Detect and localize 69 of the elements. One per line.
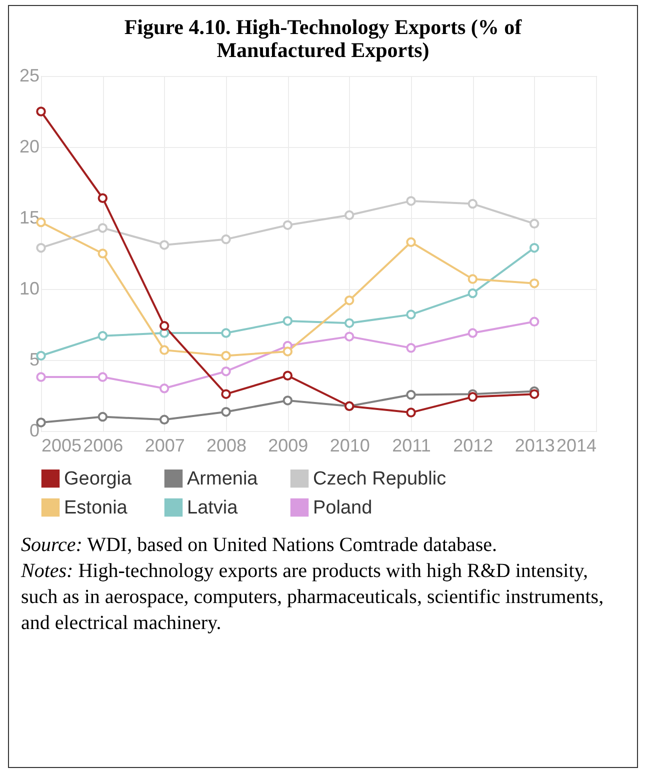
point [98, 248, 108, 258]
point [468, 198, 478, 209]
point [221, 366, 231, 376]
point [36, 242, 46, 253]
point [98, 372, 108, 382]
y-tick-label: 0 [29, 420, 40, 440]
point [344, 210, 354, 220]
point [406, 237, 416, 248]
legend-label: Estonia [64, 498, 128, 518]
point [282, 220, 293, 230]
point [529, 242, 540, 253]
point [159, 384, 170, 394]
point [36, 372, 46, 382]
point [221, 234, 231, 244]
point [406, 310, 416, 320]
point [221, 350, 231, 361]
point [468, 392, 478, 402]
point [529, 316, 540, 327]
point [468, 274, 478, 284]
point [159, 240, 170, 250]
point [282, 396, 293, 406]
chart-title: Figure 4.10. High-Technology Exports (% of Manufactured Exports) [123, 15, 523, 62]
legend-label: Georgia [64, 468, 132, 490]
point [221, 389, 231, 399]
x-tick-label: 2013 [514, 436, 555, 456]
x-tick-label: 2005 [42, 436, 82, 456]
point [159, 345, 170, 355]
point [406, 196, 416, 206]
x-tick-label: 2014 [556, 436, 596, 456]
legend-label: Armenia [187, 468, 258, 490]
text: Notes: High-technology exports are products with high R&D intensity, such as in aerospace, computers, pharmaceuticals, scientific instruments, and electrical machinery. [21, 559, 605, 636]
y-tick-label: 25 [19, 66, 40, 86]
point [159, 414, 170, 425]
point [98, 193, 108, 203]
x-tick-label: 2008 [206, 436, 247, 456]
point [529, 218, 540, 229]
x-tick-label: 2006 [83, 436, 124, 456]
point [344, 332, 354, 342]
point [468, 328, 478, 338]
point [406, 390, 416, 400]
x-tick-label: 2012 [453, 436, 494, 456]
point [221, 328, 231, 338]
point [221, 406, 231, 417]
point [282, 346, 293, 356]
point [406, 343, 416, 353]
x-tick-label: 2010 [330, 436, 370, 456]
point [98, 223, 108, 233]
y-tick-label: 20 [19, 136, 40, 156]
legend-label: Czech Republic [313, 468, 446, 490]
point [406, 408, 416, 418]
point [159, 321, 170, 331]
point [282, 370, 293, 380]
source-note: Source: WDI, based on United Nations Comtrade database. [21, 533, 498, 558]
point [98, 412, 108, 422]
point [36, 106, 46, 116]
y-tick-label: 5 [29, 350, 40, 370]
legend-label: Latvia [187, 498, 238, 518]
y-tick-label: 10 [19, 278, 40, 298]
x-tick-label: 2009 [268, 436, 308, 456]
x-tick-label: 2007 [144, 436, 185, 456]
point [98, 330, 108, 341]
x-tick-label: 2011 [392, 436, 431, 456]
point [344, 318, 354, 328]
legend-label: Poland [313, 498, 372, 518]
point [529, 389, 540, 399]
point [344, 295, 354, 306]
point [529, 278, 540, 288]
point [282, 316, 293, 326]
point [468, 288, 478, 298]
